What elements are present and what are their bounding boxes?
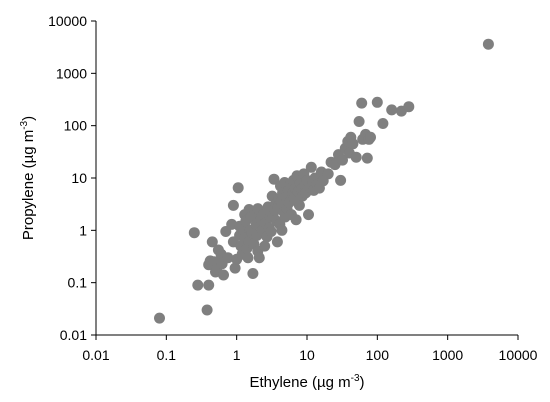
data-point	[347, 138, 359, 150]
data-point	[229, 262, 241, 274]
y-tick-label: 1000	[56, 65, 87, 81]
data-point	[377, 118, 389, 129]
data-point	[203, 279, 215, 291]
data-point	[403, 101, 415, 113]
data-point	[218, 269, 229, 281]
x-axis-title: Ethylene (µg m-3)	[249, 373, 364, 391]
data-point	[290, 214, 302, 226]
data-point	[386, 104, 398, 116]
x-tick-label: 1	[233, 347, 241, 363]
data-point	[293, 199, 305, 211]
data-point	[276, 224, 288, 236]
data-points	[154, 38, 494, 324]
data-point	[361, 152, 373, 164]
data-point	[303, 209, 314, 221]
data-point	[337, 154, 348, 166]
data-point	[335, 174, 347, 186]
data-point	[271, 236, 283, 248]
data-point	[259, 240, 271, 252]
data-point	[353, 116, 365, 127]
x-tick-label: 0.1	[157, 347, 177, 363]
data-point	[201, 304, 213, 316]
data-point	[265, 226, 277, 237]
data-point	[356, 97, 368, 109]
y-tick-label: 10000	[48, 13, 87, 29]
data-point	[305, 161, 317, 173]
y-tick-label: 100	[64, 118, 88, 134]
data-point	[322, 168, 334, 180]
data-point	[268, 173, 280, 185]
data-point	[350, 151, 362, 163]
y-tick-label: 1	[79, 222, 87, 238]
data-point	[188, 227, 200, 239]
data-point	[253, 252, 265, 264]
x-tick-label: 100	[366, 347, 390, 363]
data-point	[154, 312, 165, 324]
x-axis-ticks: 0.01 0.1 1 10 100 1000 10000	[82, 335, 538, 363]
data-point	[232, 182, 244, 194]
y-tick-label: 0.01	[60, 327, 87, 343]
data-point	[192, 279, 204, 291]
y-tick-label: 0.1	[68, 275, 88, 291]
data-point	[371, 96, 383, 108]
x-tick-label: 10	[299, 347, 315, 363]
y-axis-ticks: 0.01 0.1 1 10 100 1000 10000	[48, 13, 96, 343]
data-point	[227, 199, 239, 211]
x-tick-label: 10000	[499, 347, 538, 363]
data-point	[206, 236, 218, 248]
data-point	[247, 268, 259, 279]
x-tick-label: 0.01	[82, 347, 109, 363]
x-tick-label: 1000	[432, 347, 463, 363]
y-tick-label: 10	[71, 170, 87, 186]
data-point	[242, 252, 254, 264]
data-point	[482, 38, 494, 50]
data-point	[365, 131, 376, 143]
y-axis-title: Propylene (µg m-3)	[19, 116, 37, 240]
data-point	[222, 252, 234, 264]
